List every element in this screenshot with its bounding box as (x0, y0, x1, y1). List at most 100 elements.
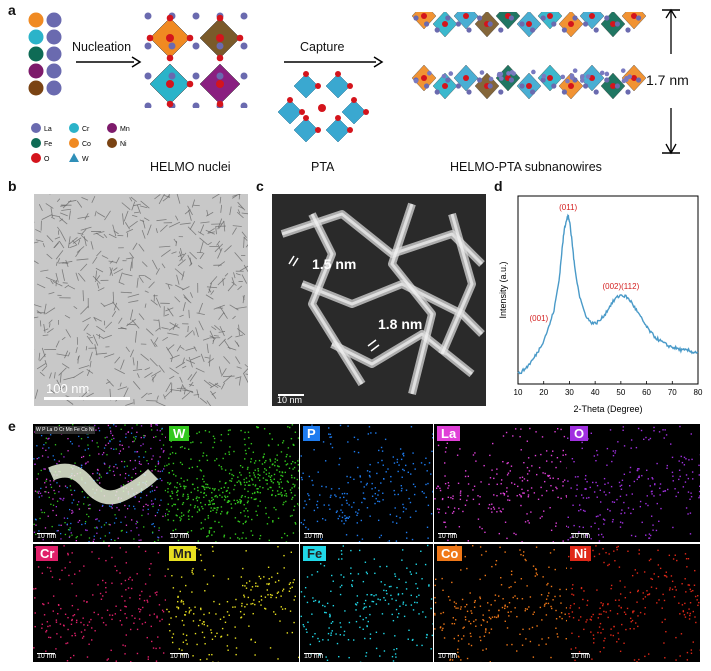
eds-dot (157, 537, 160, 539)
eds-dot (371, 600, 373, 603)
eds-dot (291, 476, 293, 479)
eds-dot (488, 483, 490, 486)
eds-dot (138, 460, 141, 463)
eds-dot (396, 461, 399, 463)
eds-dot (358, 509, 360, 511)
eds-dot (371, 488, 373, 490)
eds-dot (377, 519, 380, 522)
eds-dot (560, 428, 562, 431)
eds-dot (306, 631, 308, 633)
tem-texture (34, 194, 248, 406)
eds-dot (360, 519, 363, 522)
eds-dot (567, 437, 569, 439)
eds-dot (383, 589, 385, 592)
eds-dot (551, 461, 553, 463)
eds-dot (339, 496, 341, 499)
nanowire-strand (187, 226, 197, 236)
eds-dot (281, 608, 284, 610)
eds-dot (151, 470, 153, 472)
eds-dot (130, 432, 133, 434)
nanowire-strand (237, 328, 246, 336)
panel-e-label: e (8, 418, 16, 434)
eds-dot (197, 624, 200, 627)
nanowire-strand (122, 387, 129, 399)
eds-dot (581, 494, 583, 496)
eds-dot (37, 566, 40, 568)
eds-dot (100, 476, 102, 478)
eds-dot (457, 640, 460, 642)
oxygen-atom (303, 71, 309, 77)
eds-dot (149, 574, 151, 576)
eds-dot (45, 486, 47, 488)
eds-dot (438, 508, 441, 511)
eds-dot (322, 517, 324, 520)
eds-dot (109, 440, 111, 443)
eds-dot (228, 472, 231, 475)
eds-dot (208, 654, 210, 656)
eds-dot (63, 456, 65, 458)
eds-dot (213, 507, 215, 509)
eds-dot (77, 608, 79, 611)
eds-dot (183, 485, 185, 487)
oxygen-atom (216, 100, 224, 108)
eds-dot (55, 619, 58, 621)
eds-dot (607, 564, 609, 567)
eds-dot (503, 492, 506, 495)
eds-dot (298, 656, 299, 659)
nanowire-strand (148, 281, 155, 289)
nanowire-strand (93, 231, 105, 235)
eds-dot (341, 520, 343, 522)
nanowire-strand (50, 280, 54, 285)
eds-dot (578, 619, 580, 621)
eds-dot (98, 520, 100, 522)
eds-dot (493, 616, 496, 618)
eds-dot (226, 611, 229, 613)
eds-dot (392, 660, 395, 662)
nanowire-strand (210, 290, 215, 295)
eds-dot (609, 610, 612, 612)
nanowire-strand (165, 346, 173, 357)
eds-dot (110, 506, 112, 508)
oxygen-atom (335, 71, 341, 77)
eds-dot (122, 644, 124, 646)
eds-dot (686, 566, 688, 568)
nanowire-strand (192, 204, 200, 207)
eds-dot (561, 617, 563, 620)
eds-dot (58, 524, 60, 526)
la-atom (565, 78, 570, 84)
nanowire-strand (209, 276, 218, 285)
eds-dot (331, 446, 334, 449)
eds-dot (208, 503, 210, 506)
nanowire-strand (219, 196, 222, 204)
eds-dot (287, 426, 289, 428)
eds-dot (495, 563, 497, 566)
nanowire-strand (103, 233, 108, 239)
eds-dot (434, 612, 436, 615)
eds-dot (418, 613, 420, 615)
eds-dot (544, 603, 546, 606)
eds-dot (77, 521, 79, 523)
eds-dot (325, 611, 327, 614)
eds-dot (614, 560, 616, 562)
eds-dot (129, 576, 131, 579)
eds-dot (464, 616, 467, 618)
eds-dot (548, 566, 550, 568)
eds-dot (130, 661, 132, 662)
nanowire-strand (187, 325, 189, 333)
nanowire-strand (167, 194, 170, 198)
la-atom (496, 72, 502, 78)
eds-dot (321, 485, 323, 488)
eds-dot (599, 501, 602, 503)
la-atom (498, 89, 504, 95)
eds-dot (602, 548, 604, 550)
eds-dot (412, 638, 414, 641)
nanowire-strand (105, 321, 113, 329)
eds-dot (632, 611, 634, 614)
eds-dot (347, 425, 349, 427)
eds-dot (241, 494, 243, 497)
oxygen-atom (146, 34, 154, 42)
eds-dot (154, 514, 157, 517)
eds-dot (552, 599, 554, 601)
eds-dot (599, 514, 601, 516)
nanowire-strand (95, 267, 104, 273)
